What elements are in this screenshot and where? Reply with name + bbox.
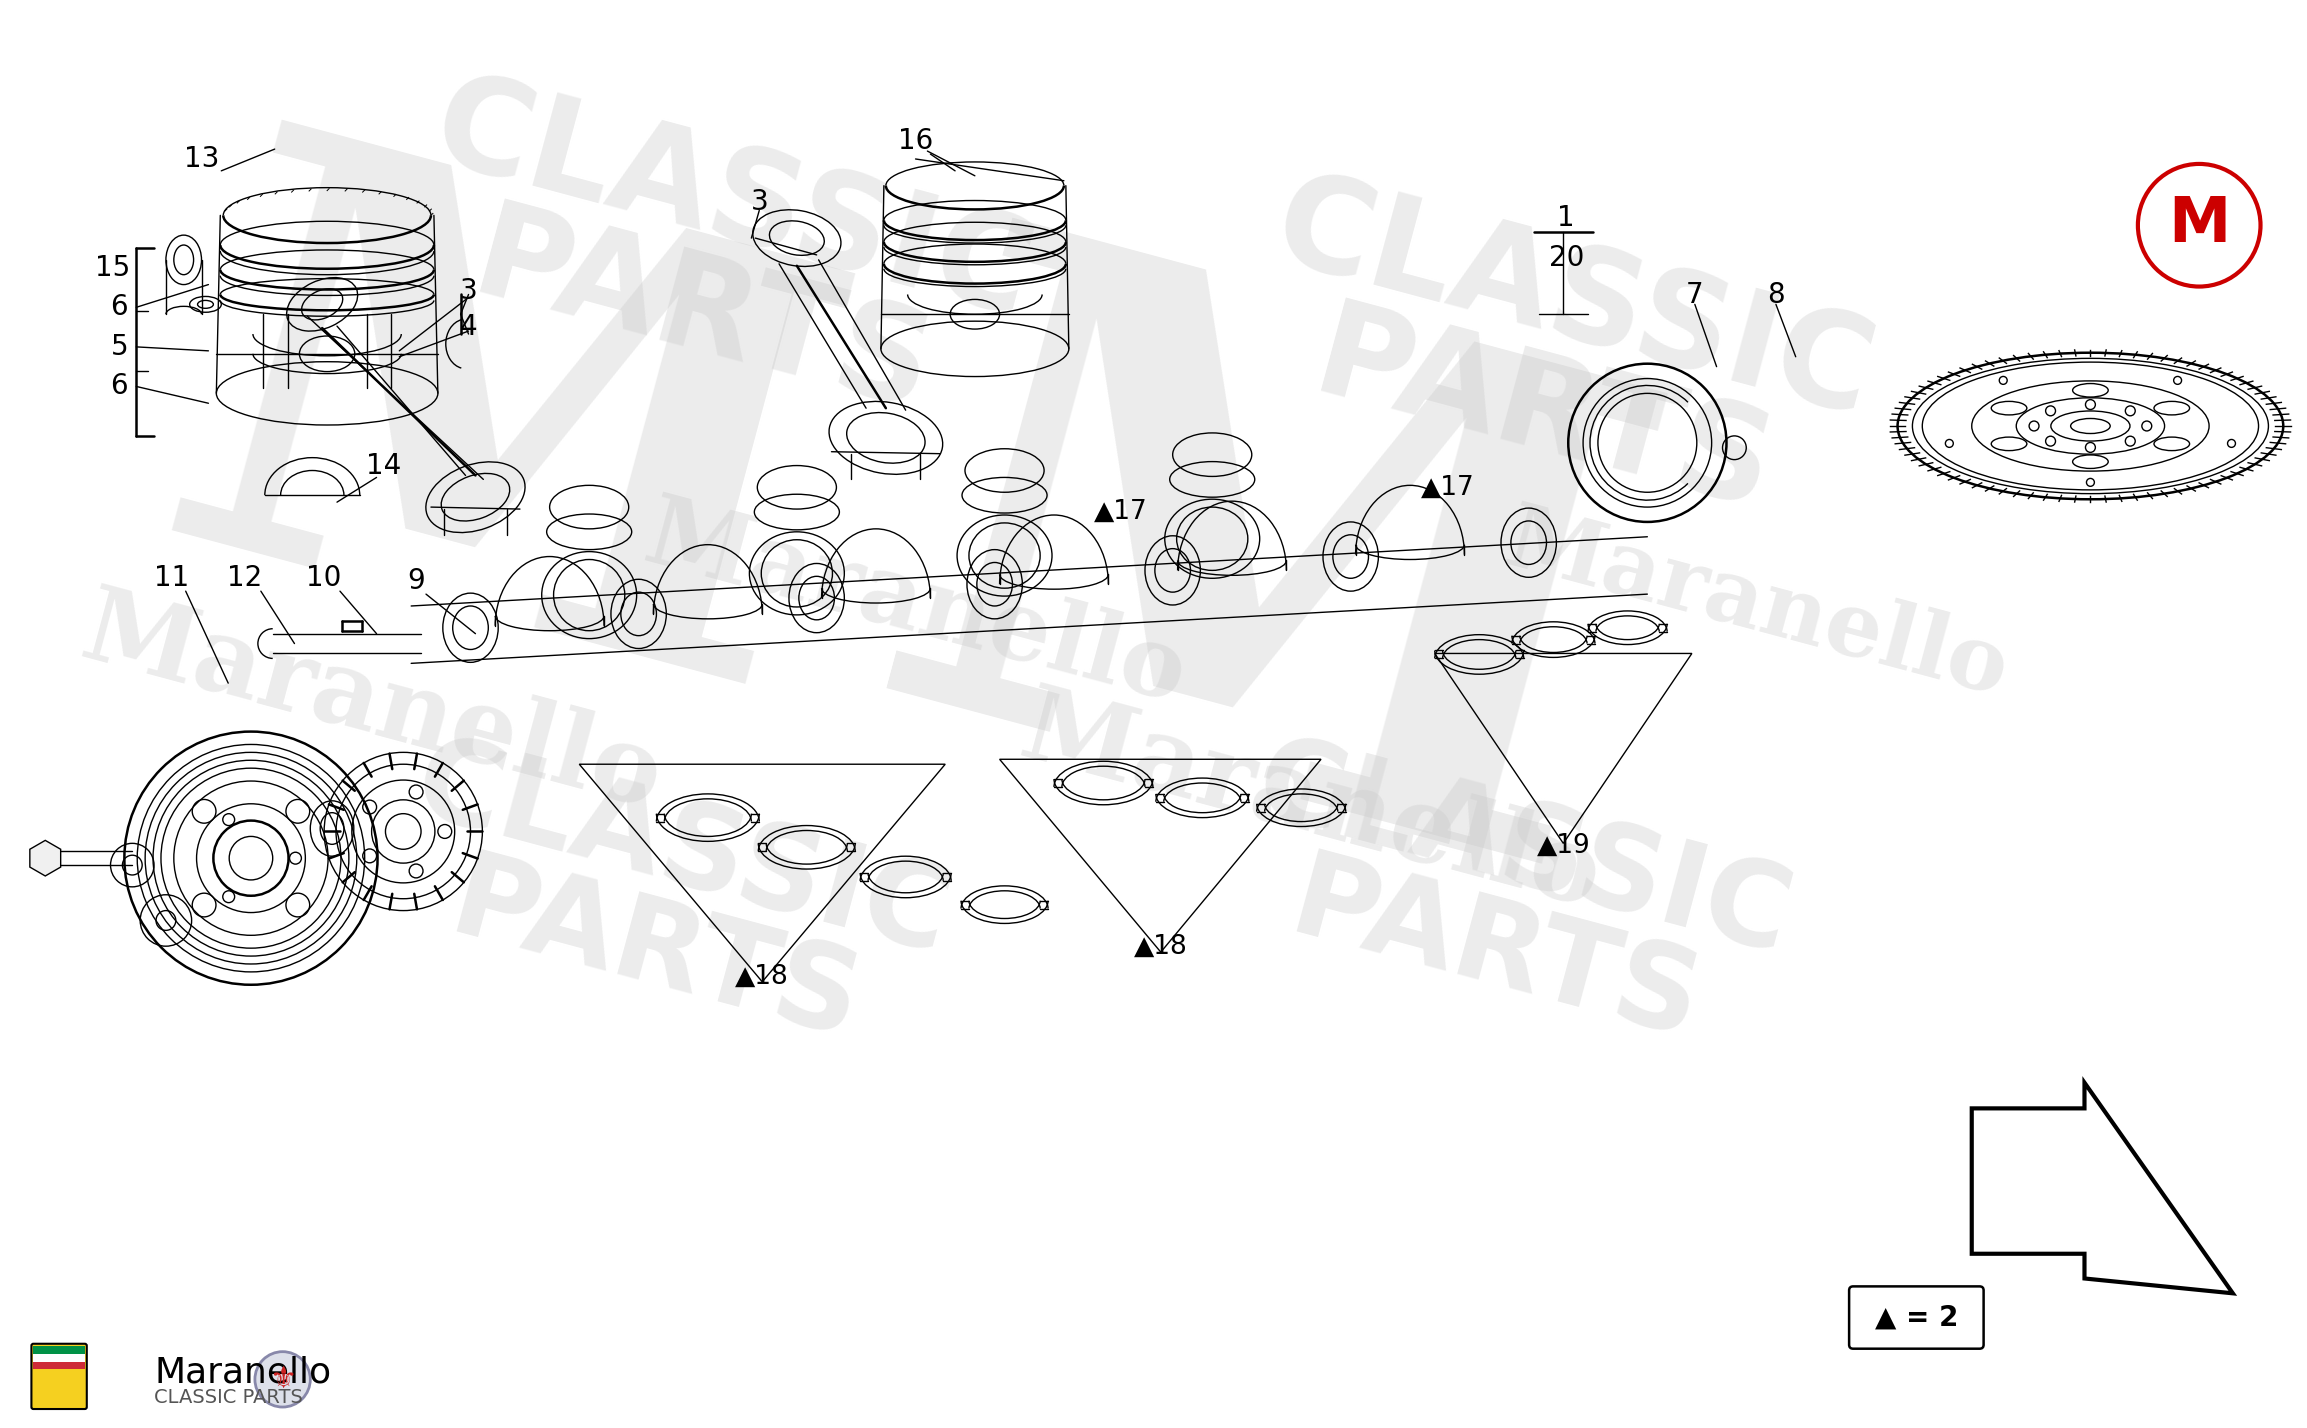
Text: 11: 11 <box>155 564 189 593</box>
Text: 5: 5 <box>111 333 129 361</box>
Text: 3: 3 <box>459 277 478 306</box>
Text: M: M <box>115 101 886 814</box>
Text: 16: 16 <box>897 127 932 156</box>
Text: Maranello: Maranello <box>72 578 671 831</box>
FancyBboxPatch shape <box>32 1344 88 1409</box>
Bar <box>32 1354 85 1361</box>
Text: CLASSIC
PARTS: CLASSIC PARTS <box>1230 161 1887 555</box>
Text: 4: 4 <box>459 313 478 341</box>
FancyBboxPatch shape <box>1850 1287 1984 1348</box>
Bar <box>32 1361 85 1369</box>
Text: CLASSIC PARTS: CLASSIC PARTS <box>155 1388 302 1407</box>
Text: 7: 7 <box>1686 281 1703 310</box>
Text: 12: 12 <box>228 564 263 593</box>
Text: 20: 20 <box>1548 244 1585 271</box>
Text: Maranello: Maranello <box>1010 677 1613 930</box>
Text: ▲18: ▲18 <box>1135 934 1188 960</box>
Text: ▲17: ▲17 <box>1094 498 1149 526</box>
Text: CLASSIC
PARTS: CLASSIC PARTS <box>374 725 962 1081</box>
Text: ▲ = 2: ▲ = 2 <box>1876 1302 1959 1331</box>
Text: 14: 14 <box>367 451 401 480</box>
Text: M: M <box>2169 196 2231 256</box>
Bar <box>32 1345 85 1354</box>
Text: CLASSIC
PARTS: CLASSIC PARTS <box>390 63 1045 457</box>
Text: M: M <box>821 198 1703 1014</box>
Circle shape <box>2139 164 2261 287</box>
Text: Maranello: Maranello <box>155 1355 332 1389</box>
Text: 6: 6 <box>111 373 129 400</box>
Text: 13: 13 <box>185 146 219 173</box>
Text: Maranello: Maranello <box>1495 497 2016 715</box>
Text: ▲18: ▲18 <box>736 964 789 990</box>
Text: 6: 6 <box>111 293 129 321</box>
Polygon shape <box>30 840 60 875</box>
Polygon shape <box>1972 1082 2233 1294</box>
Text: CLASSIC
PARTS: CLASSIC PARTS <box>1216 725 1802 1081</box>
Text: 10: 10 <box>307 564 341 593</box>
Text: ⚜: ⚜ <box>270 1365 295 1394</box>
Text: Ferrari: Ferrari <box>32 1385 85 1399</box>
Text: 1: 1 <box>1557 204 1576 233</box>
Text: 3: 3 <box>750 188 768 217</box>
Text: 15: 15 <box>95 254 129 281</box>
Text: ▲17: ▲17 <box>1421 474 1474 500</box>
Text: 8: 8 <box>1767 281 1786 310</box>
Circle shape <box>254 1352 311 1407</box>
Text: 9: 9 <box>408 567 424 595</box>
Text: Maranello: Maranello <box>634 488 1197 724</box>
Text: ▲19: ▲19 <box>1536 833 1590 858</box>
